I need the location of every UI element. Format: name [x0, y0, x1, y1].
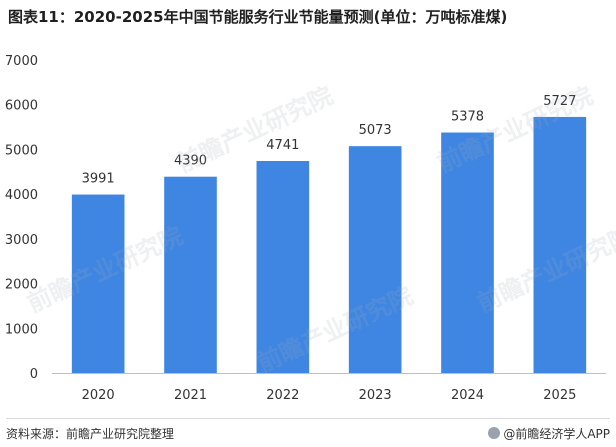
source-note: 资料来源：前瞻产业研究院整理 [6, 427, 175, 441]
x-tick-label: 2025 [543, 388, 576, 403]
y-tick-label: 2000 [5, 278, 38, 293]
x-tick-label: 2024 [451, 388, 484, 403]
data-label: 4390 [174, 154, 207, 169]
y-tick-label: 5000 [5, 143, 38, 158]
footer: 资料来源：前瞻产业研究院整理 @前瞻经济学人APP [6, 423, 610, 443]
y-tick-label: 3000 [5, 233, 38, 248]
app-logo-icon [488, 427, 501, 439]
data-label: 3991 [82, 172, 115, 187]
y-tick-label: 6000 [5, 99, 38, 114]
bar [71, 194, 125, 373]
y-tick-label: 7000 [5, 54, 38, 69]
data-label: 5727 [543, 94, 576, 109]
bar [256, 161, 310, 373]
x-tick-label: 2021 [174, 388, 207, 403]
y-tick-label: 0 [30, 367, 38, 382]
bar [441, 132, 494, 373]
bar-chart: 0 1000 2000 3000 4000 5000 6000 7000 3991 2020 439… [5, 54, 606, 403]
x-tick-label: 2022 [266, 388, 299, 403]
app-credit: @前瞻经济学人APP [488, 425, 610, 442]
footer-divider [6, 418, 610, 419]
data-label: 5378 [451, 110, 484, 125]
y-tick-label: 1000 [5, 322, 38, 337]
bar [533, 116, 587, 373]
bar [348, 146, 402, 373]
y-tick-label: 4000 [5, 188, 38, 203]
bar [164, 176, 217, 373]
data-label: 4741 [266, 138, 299, 153]
x-tick-label: 2020 [82, 388, 115, 403]
app-credit-text: @前瞻经济学人APP [503, 427, 610, 441]
x-tick-label: 2023 [359, 388, 392, 403]
data-label: 5073 [359, 123, 392, 138]
chart-title: 图表11：2020-2025年中国节能服务行业节能量预测(单位：万吨标准煤) [8, 8, 508, 26]
